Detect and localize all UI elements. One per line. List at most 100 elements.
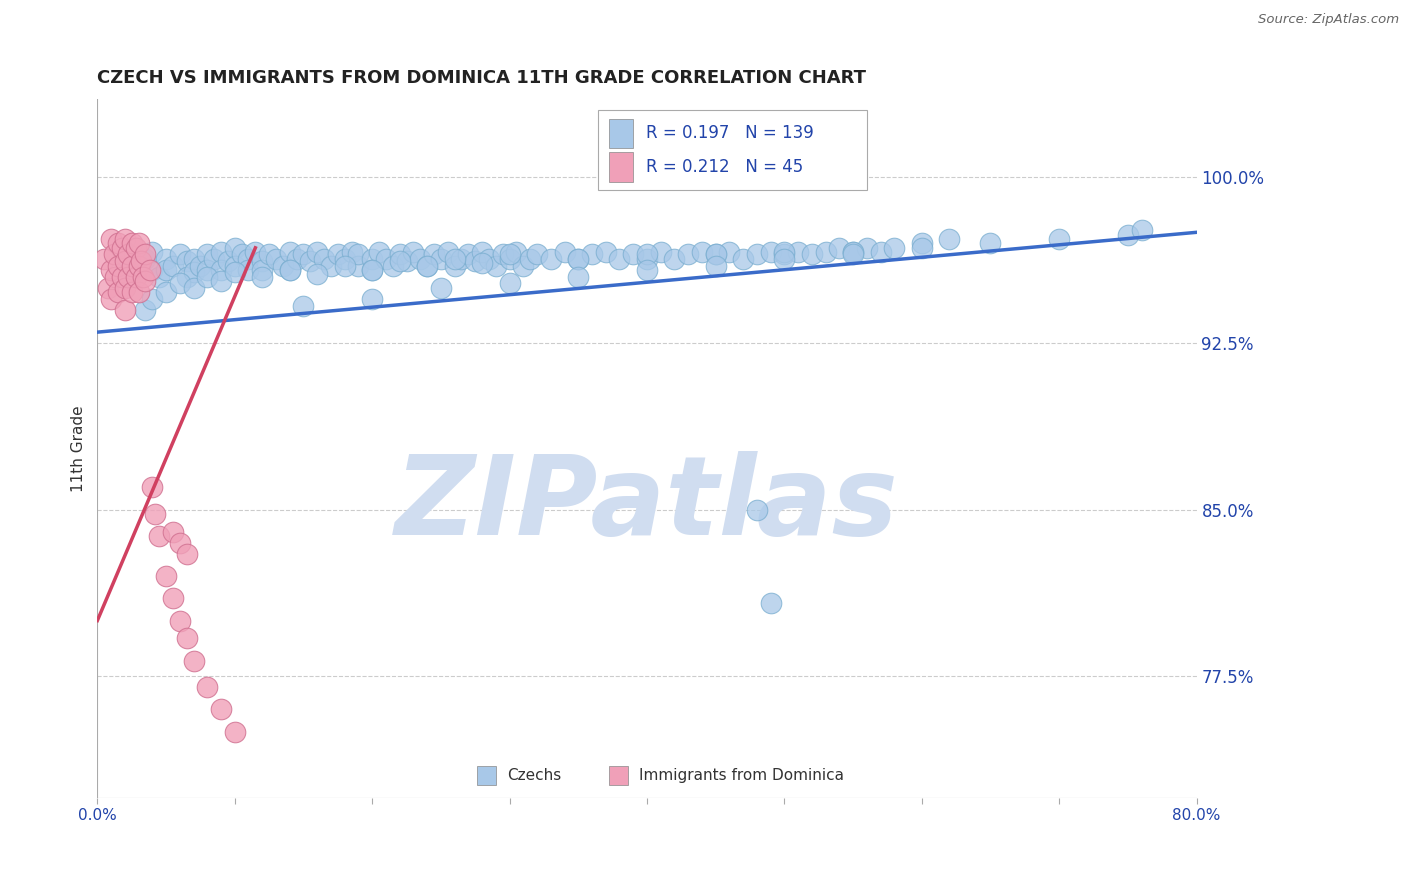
Point: [141, 292, 163, 306]
Point: [842, 247, 865, 261]
Point: [395, 254, 418, 268]
Point: [492, 247, 515, 261]
Point: [347, 259, 370, 273]
Point: [704, 259, 727, 273]
Point: [176, 547, 198, 561]
Point: [540, 252, 562, 266]
Point: [340, 245, 363, 260]
Point: [107, 236, 129, 251]
Point: [271, 259, 294, 273]
Point: [114, 281, 136, 295]
Point: [195, 247, 218, 261]
Point: [450, 252, 472, 266]
Point: [368, 245, 391, 260]
Point: [183, 281, 205, 295]
Point: [361, 252, 384, 266]
Point: [347, 247, 370, 261]
Point: [209, 263, 232, 277]
Point: [828, 241, 851, 255]
Point: [155, 569, 177, 583]
Point: [361, 292, 384, 306]
Point: [134, 302, 156, 317]
Point: [464, 254, 486, 268]
Point: [773, 245, 796, 260]
Point: [195, 263, 218, 277]
Point: [457, 247, 479, 261]
FancyBboxPatch shape: [609, 119, 633, 148]
Point: [155, 263, 177, 277]
Point: [690, 245, 713, 260]
Point: [252, 263, 274, 277]
Point: [430, 252, 453, 266]
Point: [93, 252, 115, 266]
Point: [430, 281, 453, 295]
Point: [979, 236, 1001, 251]
Point: [162, 591, 184, 606]
Point: [278, 263, 301, 277]
Point: [292, 299, 315, 313]
Point: [169, 277, 191, 291]
Point: [183, 265, 205, 279]
Point: [134, 252, 156, 266]
Point: [278, 263, 301, 277]
Point: [800, 247, 823, 261]
Point: [285, 252, 308, 266]
Point: [773, 252, 796, 266]
Point: [581, 247, 603, 261]
Point: [704, 247, 727, 261]
Point: [114, 254, 136, 268]
Point: [169, 247, 191, 261]
Point: [183, 653, 205, 667]
Point: [128, 236, 150, 251]
FancyBboxPatch shape: [477, 766, 496, 786]
Point: [252, 269, 274, 284]
Point: [319, 259, 342, 273]
Point: [471, 256, 494, 270]
Point: [388, 247, 411, 261]
Point: [117, 269, 139, 284]
Point: [292, 247, 315, 261]
Point: [416, 259, 439, 273]
Point: [485, 259, 508, 273]
Point: [107, 285, 129, 300]
Point: [704, 247, 727, 261]
Point: [224, 265, 246, 279]
Point: [519, 252, 541, 266]
Point: [100, 292, 122, 306]
Point: [128, 259, 150, 273]
Point: [361, 263, 384, 277]
Point: [554, 245, 576, 260]
Point: [842, 245, 865, 260]
Point: [131, 254, 153, 268]
Point: [650, 245, 672, 260]
Point: [183, 252, 205, 266]
Point: [567, 252, 589, 266]
Point: [567, 269, 589, 284]
Point: [114, 232, 136, 246]
Point: [911, 241, 934, 255]
Point: [190, 259, 212, 273]
Point: [869, 245, 891, 260]
Point: [498, 252, 520, 266]
Point: [333, 259, 356, 273]
Point: [498, 247, 520, 261]
Point: [911, 236, 934, 251]
Point: [111, 241, 134, 255]
Point: [176, 269, 198, 284]
Point: [224, 724, 246, 739]
Point: [141, 245, 163, 260]
Point: [498, 277, 520, 291]
Point: [443, 252, 465, 266]
Point: [526, 247, 548, 261]
Point: [121, 285, 143, 300]
Point: [111, 269, 134, 284]
Point: [209, 274, 232, 288]
Point: [409, 252, 432, 266]
Point: [388, 254, 411, 268]
Point: [100, 232, 122, 246]
Point: [402, 245, 425, 260]
Point: [125, 241, 148, 255]
Point: [121, 259, 143, 273]
Point: [195, 269, 218, 284]
Point: [333, 252, 356, 266]
